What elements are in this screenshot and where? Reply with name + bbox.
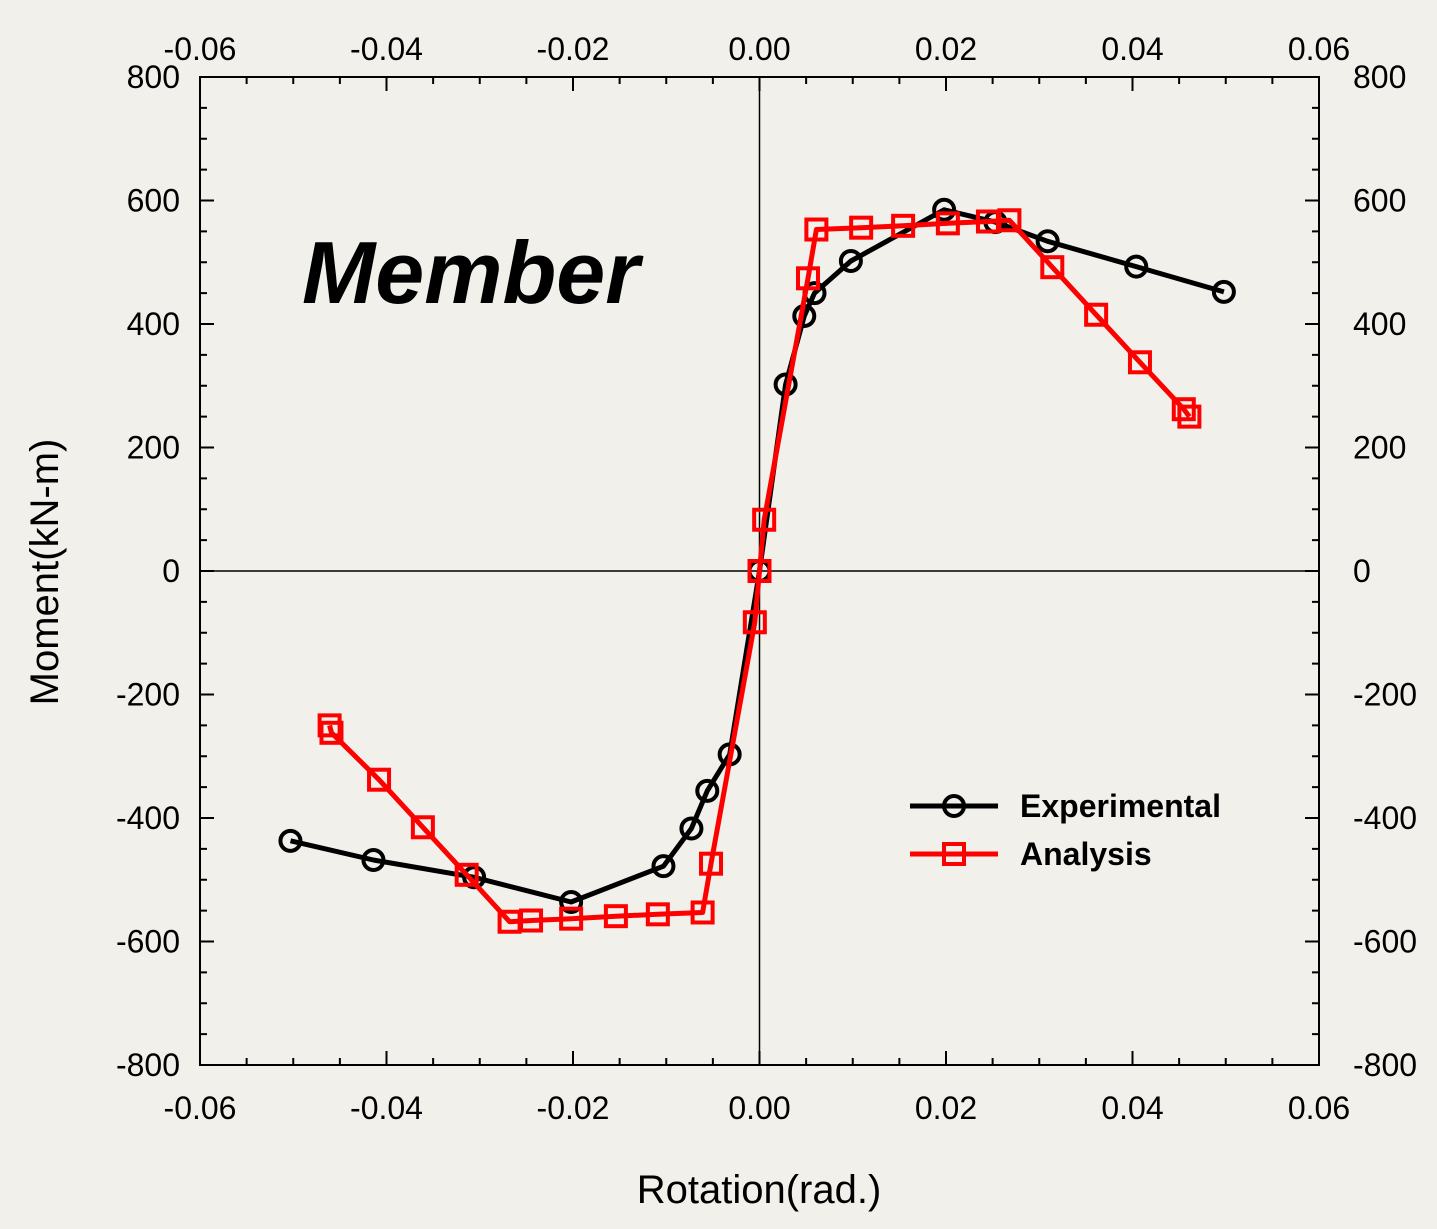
legend-label-experimental: Experimental [1020,788,1221,824]
series-analysis [317,208,1202,934]
series-group [278,197,1236,934]
x-tick-label-top: -0.06 [164,31,237,67]
data-point-experimental [278,828,303,853]
data-point-experimental [679,816,704,841]
x-axis-title: Rotation(rad.) [637,1168,882,1212]
data-point-experimental [695,778,720,803]
y-tick-label-right: 800 [1353,59,1406,95]
series-line-analysis [327,217,1192,925]
y-tick-label-left: 800 [127,59,180,95]
data-point-analysis [997,208,1022,233]
y-tick-label-right: -800 [1353,1047,1417,1083]
data-point-analysis [742,610,767,635]
data-point-experimental [462,865,487,890]
y-tick-label-right: 200 [1353,430,1406,466]
y-tick-label-left: 600 [127,183,180,219]
data-point-experimental [1035,229,1060,254]
y-tick-label-left: 400 [127,306,180,342]
data-point-analysis [747,559,772,583]
x-tick-label-bottom: 0.02 [915,1090,977,1126]
data-point-experimental [932,197,957,222]
data-point-analysis [1084,302,1109,327]
data-point-analysis [603,904,628,929]
data-point-analysis [367,767,392,792]
y-tick-label-left: 200 [127,430,180,466]
x-tick-label-bottom: 0.04 [1101,1090,1163,1126]
data-point-analysis [699,851,724,876]
x-tick-label-bottom: -0.04 [350,1090,423,1126]
data-point-experimental [361,847,386,872]
y-tick-label-left: -400 [116,800,180,836]
data-point-analysis [519,908,544,933]
x-tick-label-bottom: 0.06 [1288,1090,1350,1126]
data-point-analysis [319,720,344,745]
data-point-analysis [1040,255,1065,280]
data-point-analysis [935,211,960,236]
x-tick-label-bottom: -0.02 [537,1090,610,1126]
x-tick-label-top: 0.04 [1101,31,1163,67]
data-point-experimental [559,889,584,914]
y-tick-label-left: -800 [116,1047,180,1083]
y-tick-label-right: 600 [1353,183,1406,219]
axes-group: -0.06 -0.06 -0.04 -0.04 -0.02 -0.02 0.00 0.00 0.… [116,31,1417,1126]
data-point-analysis [752,507,777,532]
data-point-analysis [804,217,829,242]
y-tick-label-left: -600 [116,924,180,960]
x-tick-label-bottom: -0.06 [164,1090,237,1126]
x-tick-label-top: -0.04 [350,31,423,67]
data-point-analysis [454,862,479,887]
y-tick-label-right: -600 [1353,924,1417,960]
data-point-experimental [1211,279,1236,304]
x-tick-label-top: -0.02 [537,31,610,67]
x-tick-label-top: 0.06 [1288,31,1350,67]
data-point-experimental [651,854,676,879]
y-tick-label-left: 0 [162,553,180,589]
data-point-analysis [849,215,874,240]
data-point-analysis [559,906,584,931]
legend-swatch-marker [942,842,966,866]
x-tick-label-bottom: 0.00 [728,1090,790,1126]
data-point-analysis [1127,350,1152,375]
x-tick-label-top: 0.02 [915,31,977,67]
y-tick-label-right: -200 [1353,677,1417,713]
data-point-experimental [838,249,863,274]
data-point-analysis [410,815,435,840]
data-point-analysis [1177,404,1202,429]
x-tick-label-top: 0.00 [728,31,790,67]
legend-swatch-marker [942,794,966,818]
data-point-analysis [645,902,670,927]
y-axis-title: Moment(kN-m) [23,439,67,706]
chart-annotation: Member [302,223,644,322]
data-point-experimental [1124,254,1149,279]
y-tick-label-right: 0 [1353,553,1371,589]
legend-label-analysis: Analysis [1020,836,1152,872]
data-point-analysis [891,213,916,238]
data-point-analysis [1171,397,1196,422]
data-point-analysis [795,266,820,291]
y-tick-label-right: -400 [1353,800,1417,836]
y-tick-label-right: 400 [1353,306,1406,342]
y-tick-label-left: -200 [116,677,180,713]
legend: Experimental Analysis [910,788,1221,872]
data-point-analysis [690,900,715,925]
